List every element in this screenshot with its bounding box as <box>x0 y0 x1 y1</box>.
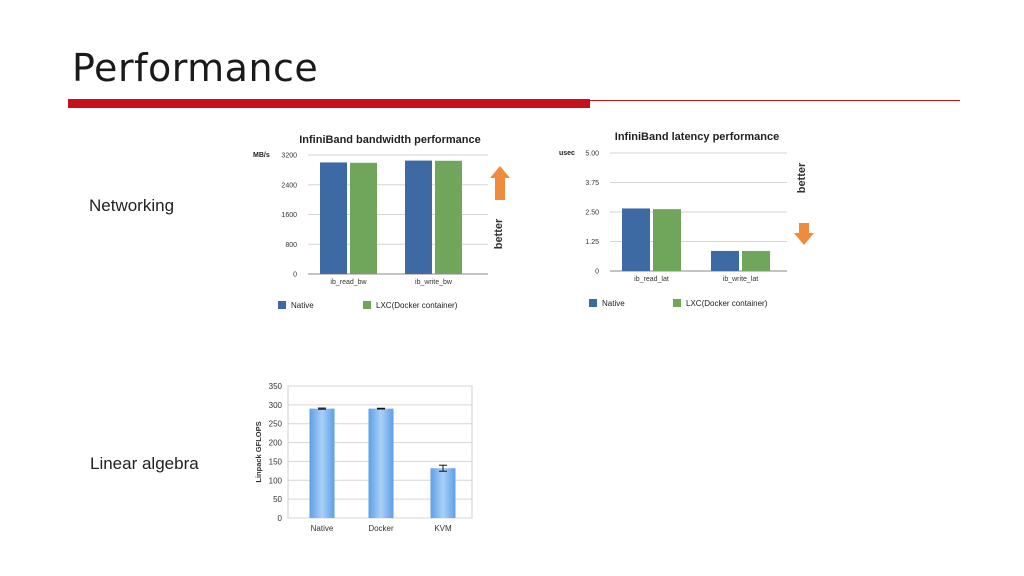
title-underline-thin <box>590 100 960 101</box>
latency-chart: InfiniBand latency performance usec 0 1.25 2… <box>559 131 814 308</box>
x-tick-label: ib_write_bw <box>415 279 453 286</box>
y-tick-label: 250 <box>269 420 283 429</box>
x-tick-label: ib_read_lat <box>634 276 669 283</box>
bar-native <box>309 408 335 518</box>
bar-ib-read-bw-native <box>320 162 347 274</box>
y-tick-label: 1.25 <box>585 239 599 246</box>
y-tick-label: 0 <box>278 514 283 523</box>
y-axis-unit: usec <box>559 150 575 157</box>
y-tick-label: 0 <box>293 272 297 279</box>
chart-title: InfiniBand bandwidth performance <box>299 134 481 146</box>
bar-docker <box>368 408 394 518</box>
y-tick-label: 300 <box>269 401 283 410</box>
y-tick-label: 2400 <box>281 182 297 189</box>
legend-swatch <box>589 299 597 307</box>
y-axis-label: Linpack GFLOPS <box>254 421 263 482</box>
networking-label: Networking <box>89 196 175 215</box>
bar-ib-read-lat-native <box>622 208 650 271</box>
y-tick-label: 150 <box>269 457 283 466</box>
y-tick-label: 200 <box>269 439 283 448</box>
legend-swatch <box>673 299 681 307</box>
bar-kvm <box>430 468 456 518</box>
y-tick-label: 3200 <box>281 153 297 160</box>
better-label: better <box>796 162 808 193</box>
bar-ib-read-lat-lxc <box>653 209 681 271</box>
bandwidth-chart: InfiniBand bandwidth performance MB/s 0 800… <box>253 134 510 310</box>
legend-label: Native <box>291 301 314 310</box>
arrow-down-icon <box>794 223 814 245</box>
bar-ib-write-lat-native <box>711 250 739 271</box>
legend-label: LXC(Docker container) <box>376 301 458 310</box>
y-tick-label: 0 <box>595 269 599 276</box>
bar-ib-read-bw-lxc <box>350 162 377 274</box>
legend-swatch <box>363 301 371 309</box>
bar-ib-write-bw-lxc <box>435 160 462 274</box>
x-tick-label: KVM <box>434 524 452 533</box>
better-label: better <box>493 218 505 249</box>
linpack-chart: 0 50 100 150 200 250 300 350 Linpack GFLOPS Nativ… <box>254 382 473 533</box>
x-tick-label: ib_read_bw <box>330 279 367 286</box>
legend-label: Native <box>602 299 625 308</box>
y-tick-label: 1600 <box>281 212 297 219</box>
y-tick-label: 50 <box>273 495 282 504</box>
page-title: Performance <box>72 46 319 90</box>
legend-swatch <box>278 301 286 309</box>
title-underline-thick <box>68 99 590 108</box>
bar-ib-write-bw-native <box>405 160 432 274</box>
x-tick-label: Docker <box>368 524 394 533</box>
legend-label: LXC(Docker container) <box>686 299 768 308</box>
bar-ib-write-lat-lxc <box>742 250 770 271</box>
y-tick-label: 3.75 <box>585 180 599 187</box>
x-tick-label: ib_write_lat <box>723 276 758 283</box>
y-tick-label: 350 <box>269 382 283 391</box>
y-tick-label: 800 <box>285 242 297 249</box>
x-tick-label: Native <box>311 524 334 533</box>
y-tick-label: 100 <box>269 476 283 485</box>
y-tick-label: 2.50 <box>585 210 599 217</box>
linear-algebra-label: Linear algebra <box>90 454 199 473</box>
y-axis-unit: MB/s <box>253 152 270 159</box>
y-tick-label: 5.00 <box>585 151 599 158</box>
arrow-up-icon <box>490 166 510 200</box>
chart-title: InfiniBand latency performance <box>615 131 779 143</box>
